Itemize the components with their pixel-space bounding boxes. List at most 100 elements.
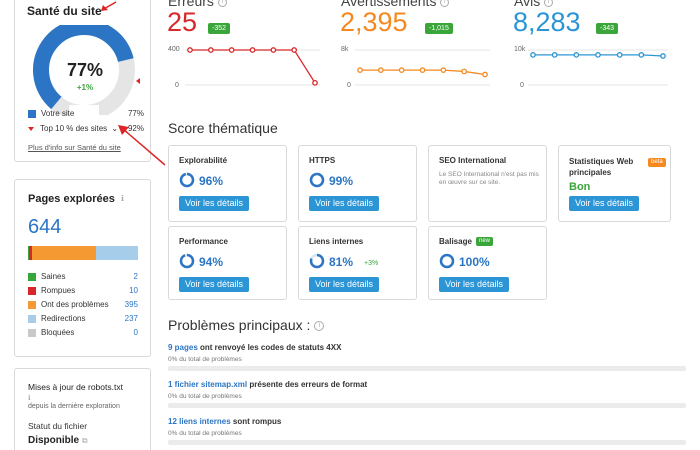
list-item[interactable]: Saines 2 <box>28 272 138 286</box>
details-button[interactable]: Voir les détails <box>309 277 380 292</box>
data-point[interactable] <box>616 52 623 58</box>
card-title: Statistiques Web principales <box>569 157 634 177</box>
details-button[interactable]: Voir les détails <box>309 196 380 211</box>
data-point[interactable] <box>595 52 601 58</box>
issue-link[interactable]: 12 liens internes <box>168 417 231 426</box>
crawled-pages-list: Saines 2 Rompues 10 Ont des problèmes 395 R… <box>28 272 138 342</box>
metric-warnings-value[interactable]: 2,395 <box>340 7 408 37</box>
details-button[interactable]: Voir les détails <box>179 196 250 211</box>
data-point[interactable] <box>377 67 384 73</box>
details-button[interactable]: Voir les détails <box>439 277 510 292</box>
issues-title-text: Problèmes principaux : <box>168 317 311 333</box>
info-icon[interactable]: i <box>314 321 325 332</box>
metric-warnings-chart <box>355 49 490 86</box>
item-value[interactable]: 237 <box>124 314 138 323</box>
issue-desc: présente des erreurs de format <box>247 380 368 389</box>
data-point[interactable] <box>228 47 235 53</box>
data-point[interactable] <box>270 47 277 53</box>
card-performance: Performance 94% Voir les détails <box>168 226 287 300</box>
details-button[interactable]: Voir les détails <box>179 277 250 292</box>
robots-since: depuis la dernière exploration <box>28 403 120 410</box>
data-point[interactable] <box>660 53 666 59</box>
issue-text: 9 pages ont renvoyé les codes de statuts… <box>168 343 341 352</box>
metric-notices-ymin: 0 <box>520 82 524 89</box>
thematic-title: Score thématique <box>168 120 278 136</box>
gauge-marker-icon <box>136 78 140 84</box>
info-icon[interactable]: i <box>440 0 450 7</box>
data-point[interactable] <box>249 47 256 53</box>
data-point[interactable] <box>398 67 405 73</box>
data-point[interactable] <box>187 47 193 53</box>
card-title: Performance <box>179 237 228 246</box>
issue-link[interactable]: 9 pages <box>168 343 198 352</box>
item-label: Bloquées <box>41 328 75 337</box>
crawled-pages-count[interactable]: 644 <box>28 216 62 238</box>
list-item[interactable]: Redirections 237 <box>28 314 138 328</box>
legend-your-site-swatch <box>28 109 36 118</box>
data-point[interactable] <box>482 71 488 78</box>
metric-errors-value[interactable]: 25 <box>167 7 198 37</box>
data-point[interactable] <box>312 79 318 86</box>
issues-title: Problèmes principaux : i <box>168 317 325 333</box>
item-value[interactable]: 2 <box>133 272 138 281</box>
issue-desc: sont rompus <box>230 417 282 426</box>
metric-notices-value[interactable]: 8,283 <box>513 7 581 37</box>
item-value[interactable]: 395 <box>124 300 138 309</box>
item-label: Rompues <box>41 286 76 295</box>
issue-progress <box>168 366 686 371</box>
ring-fill <box>309 253 325 269</box>
card-https: HTTPS 99% Voir les détails <box>298 145 417 222</box>
site-health-title: Santé du site <box>27 4 102 18</box>
swatch-blocked <box>28 328 36 337</box>
issue-text: 1 fichier sitemap.xml présente des erreu… <box>168 380 367 389</box>
info-icon[interactable]: i <box>544 0 554 7</box>
details-button[interactable]: Voir les détails <box>569 196 640 211</box>
data-point[interactable] <box>291 47 298 53</box>
item-label: Redirections <box>41 314 86 323</box>
info-icon[interactable]: i <box>217 0 227 7</box>
card-score: 94% <box>199 255 224 269</box>
legend-top-sites[interactable]: Top 10 % des sites ⌄ 92% <box>28 124 144 133</box>
issue-desc: ont renvoyé les codes de statuts 4XX <box>197 343 342 352</box>
item-value[interactable]: 10 <box>129 286 138 295</box>
legend-top-sites-value: 92% <box>127 124 144 133</box>
data-point[interactable] <box>530 52 536 58</box>
swatch-issues <box>28 300 36 309</box>
list-item[interactable]: Rompues 10 <box>28 286 138 300</box>
score-ring <box>179 253 195 269</box>
card-score: 100% <box>459 255 490 269</box>
data-point[interactable] <box>551 52 558 58</box>
metric-notices-title-text: Avis <box>514 0 541 9</box>
issue-link[interactable]: 1 fichier sitemap.xml <box>168 380 248 389</box>
site-health-value: 77% <box>66 60 104 80</box>
site-health-delta: +1% <box>76 83 94 92</box>
list-item[interactable]: Bloquées 0 <box>28 328 138 342</box>
card-title: Balisage <box>439 237 472 246</box>
bar-segment-redirects <box>96 246 138 260</box>
list-item[interactable]: Ont des problèmes 395 <box>28 300 138 314</box>
data-point[interactable] <box>357 67 363 73</box>
card-title: Liens internes <box>309 237 364 246</box>
data-point[interactable] <box>419 67 426 73</box>
data-point[interactable] <box>638 52 645 58</box>
data-point[interactable] <box>573 52 580 58</box>
metric-warnings-delta: -1,015 <box>425 23 453 34</box>
site-health-more-link[interactable]: Plus d'info sur Santé du site <box>28 143 121 152</box>
ring-fill <box>179 172 195 188</box>
metric-warnings-title-text: Avertissements <box>341 0 437 9</box>
external-link-icon[interactable]: ⧉ <box>81 436 88 445</box>
data-point[interactable] <box>461 68 468 75</box>
crawled-pages-header: Pages explorées ℹ︎ <box>28 193 127 205</box>
metric-errors-ymax: 400 <box>168 46 180 53</box>
swatch-redirects <box>28 314 36 323</box>
item-value[interactable]: 0 <box>133 328 138 337</box>
card-crawlability: Explorabilité 96% Voir les détails <box>168 145 287 222</box>
info-icon[interactable]: ℹ︎ <box>28 395 31 402</box>
metric-warnings-title: Avertissements i <box>341 0 450 9</box>
beta-badge: beta <box>648 158 666 167</box>
info-icon[interactable]: ℹ︎ <box>120 193 124 203</box>
issue-sub: 0% du total de problèmes <box>168 393 242 400</box>
data-point[interactable] <box>440 67 447 73</box>
chevron-down-icon[interactable]: ⌄ <box>111 124 119 133</box>
data-point[interactable] <box>207 47 214 53</box>
